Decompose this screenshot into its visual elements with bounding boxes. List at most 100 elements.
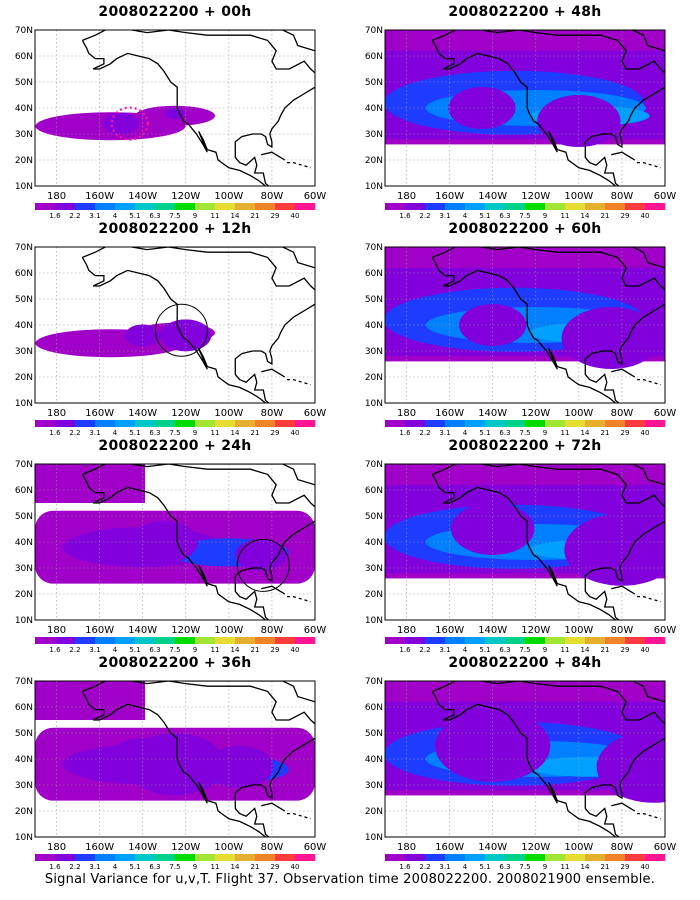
x-tick-label: 160W [85, 842, 114, 853]
colorbar-label: 5.1 [479, 863, 490, 871]
colorbar-swatch [505, 637, 526, 644]
y-tick-label: 40N [15, 321, 33, 331]
colorbar-label: 1.6 [49, 429, 61, 437]
x-tick-label: 140W [128, 625, 157, 636]
y-tick-label: 60N [365, 269, 383, 279]
colorbar-swatch [405, 203, 426, 210]
colorbar-label: 3.1 [439, 646, 450, 654]
colorbar-label: 3.1 [89, 646, 100, 654]
colorbar-swatch [55, 420, 76, 427]
y-tick-label: 20N [365, 590, 383, 600]
colorbar-label: 4 [463, 212, 468, 220]
y-tick-label: 70N [365, 26, 383, 36]
colorbar-label: 29 [621, 212, 630, 220]
coastline [535, 247, 665, 269]
y-tick-label: 60N [365, 486, 383, 496]
colorbar-label: 7.5 [169, 863, 180, 871]
variance-blob [206, 745, 274, 788]
colorbar-label: 4 [113, 212, 118, 220]
colorbar: 1.6 2.2 3.1 4 5.1 6.3 7.5 9 11 14 21 29 40 [35, 637, 316, 654]
y-tick-label: 60N [365, 52, 383, 62]
y-tick-label: 60N [15, 703, 33, 713]
colorbar-label: 9 [543, 646, 547, 654]
coastlines [431, 30, 665, 186]
y-tick-label: 10N [15, 833, 33, 843]
y-tick-label: 20N [365, 807, 383, 817]
y-tick-label: 20N [15, 373, 33, 383]
x-tick-label: 60W [304, 408, 327, 419]
x-tick-label: 140W [478, 191, 507, 202]
colorbar-swatch [35, 203, 56, 210]
grid-lines [35, 247, 316, 403]
colorbar-label: 14 [231, 212, 240, 220]
colorbar-label: 14 [581, 646, 590, 654]
map-frame [384, 29, 666, 187]
coastline [431, 30, 665, 186]
variance-blob [459, 304, 527, 346]
map-frame [34, 680, 316, 838]
colorbar-swatch [625, 420, 646, 427]
colorbar-swatch [275, 854, 296, 861]
colorbar-swatch [95, 203, 116, 210]
y-tick-label: 50N [15, 295, 33, 305]
x-tick-label: 80W [611, 408, 634, 419]
colorbar-swatch [645, 420, 666, 427]
colorbar-label: 11 [211, 646, 220, 654]
colorbar-label: 6.3 [499, 646, 510, 654]
colorbar-label: 9 [193, 863, 197, 871]
colorbar-swatch [195, 637, 216, 644]
colorbar-swatch [175, 420, 196, 427]
map-panel-2: 2008022200 + 12h 70N 60N 50N 40N 30N 20N 10N 180… [0, 217, 350, 437]
colorbar-swatch [275, 420, 296, 427]
colorbar-swatch [255, 854, 276, 861]
coastline [637, 812, 661, 820]
y-tick-label: 10N [365, 616, 383, 626]
colorbar-label: 29 [271, 212, 280, 220]
colorbar-swatch [295, 854, 316, 861]
colorbar-label: 4 [463, 863, 468, 871]
variance-blob [103, 112, 139, 135]
colorbar-label: 5.1 [129, 646, 140, 654]
colorbar-swatch [55, 854, 76, 861]
coastline [287, 161, 311, 169]
x-tick-label: 120W [521, 842, 550, 853]
colorbar-label: 7.5 [519, 212, 530, 220]
y-tick-label: 70N [15, 460, 33, 470]
colorbar-label: 5.1 [479, 429, 490, 437]
coastlines [81, 247, 315, 403]
colorbar-swatch [275, 637, 296, 644]
colorbar-swatch [605, 420, 626, 427]
x-tick-label: 60W [654, 625, 677, 636]
coastlines [81, 30, 315, 186]
colorbar-label: 1.6 [49, 212, 61, 220]
y-tick-label: 60N [15, 52, 33, 62]
figure-caption: Signal Variance for u,v,T. Flight 37. Ob… [44, 872, 656, 887]
colorbar-label: 21 [251, 429, 260, 437]
y-tick-label: 40N [15, 755, 33, 765]
colorbar-label: 11 [561, 212, 570, 220]
colorbar-swatch [445, 420, 466, 427]
colorbar-swatch [385, 203, 406, 210]
colorbar-swatch [135, 854, 156, 861]
y-tick-label: 50N [15, 78, 33, 88]
map-plot: 70N 60N 50N 40N 30N 20N 10N 180 160W 140W 120W 100W… [365, 26, 677, 220]
y-tick-label: 40N [365, 755, 383, 765]
colorbar-label: 1.6 [399, 863, 411, 871]
colorbar-swatch [255, 637, 276, 644]
colorbar-swatch [215, 420, 236, 427]
colorbar-label: 21 [601, 646, 610, 654]
colorbar-swatch [275, 203, 296, 210]
colorbar-swatch [425, 637, 446, 644]
colorbar-swatch [295, 203, 316, 210]
colorbar-label: 7.5 [519, 429, 530, 437]
colorbar-swatch [235, 637, 256, 644]
colorbar-label: 3.1 [89, 429, 100, 437]
x-tick-label: 180 [47, 191, 66, 202]
x-tick-label: 100W [564, 408, 593, 419]
colorbar-swatch [115, 420, 136, 427]
colorbar-swatch [645, 203, 666, 210]
coastline [261, 368, 286, 378]
coastline [81, 247, 315, 403]
colorbar-swatch [485, 854, 506, 861]
y-tick-label: 70N [15, 26, 33, 36]
